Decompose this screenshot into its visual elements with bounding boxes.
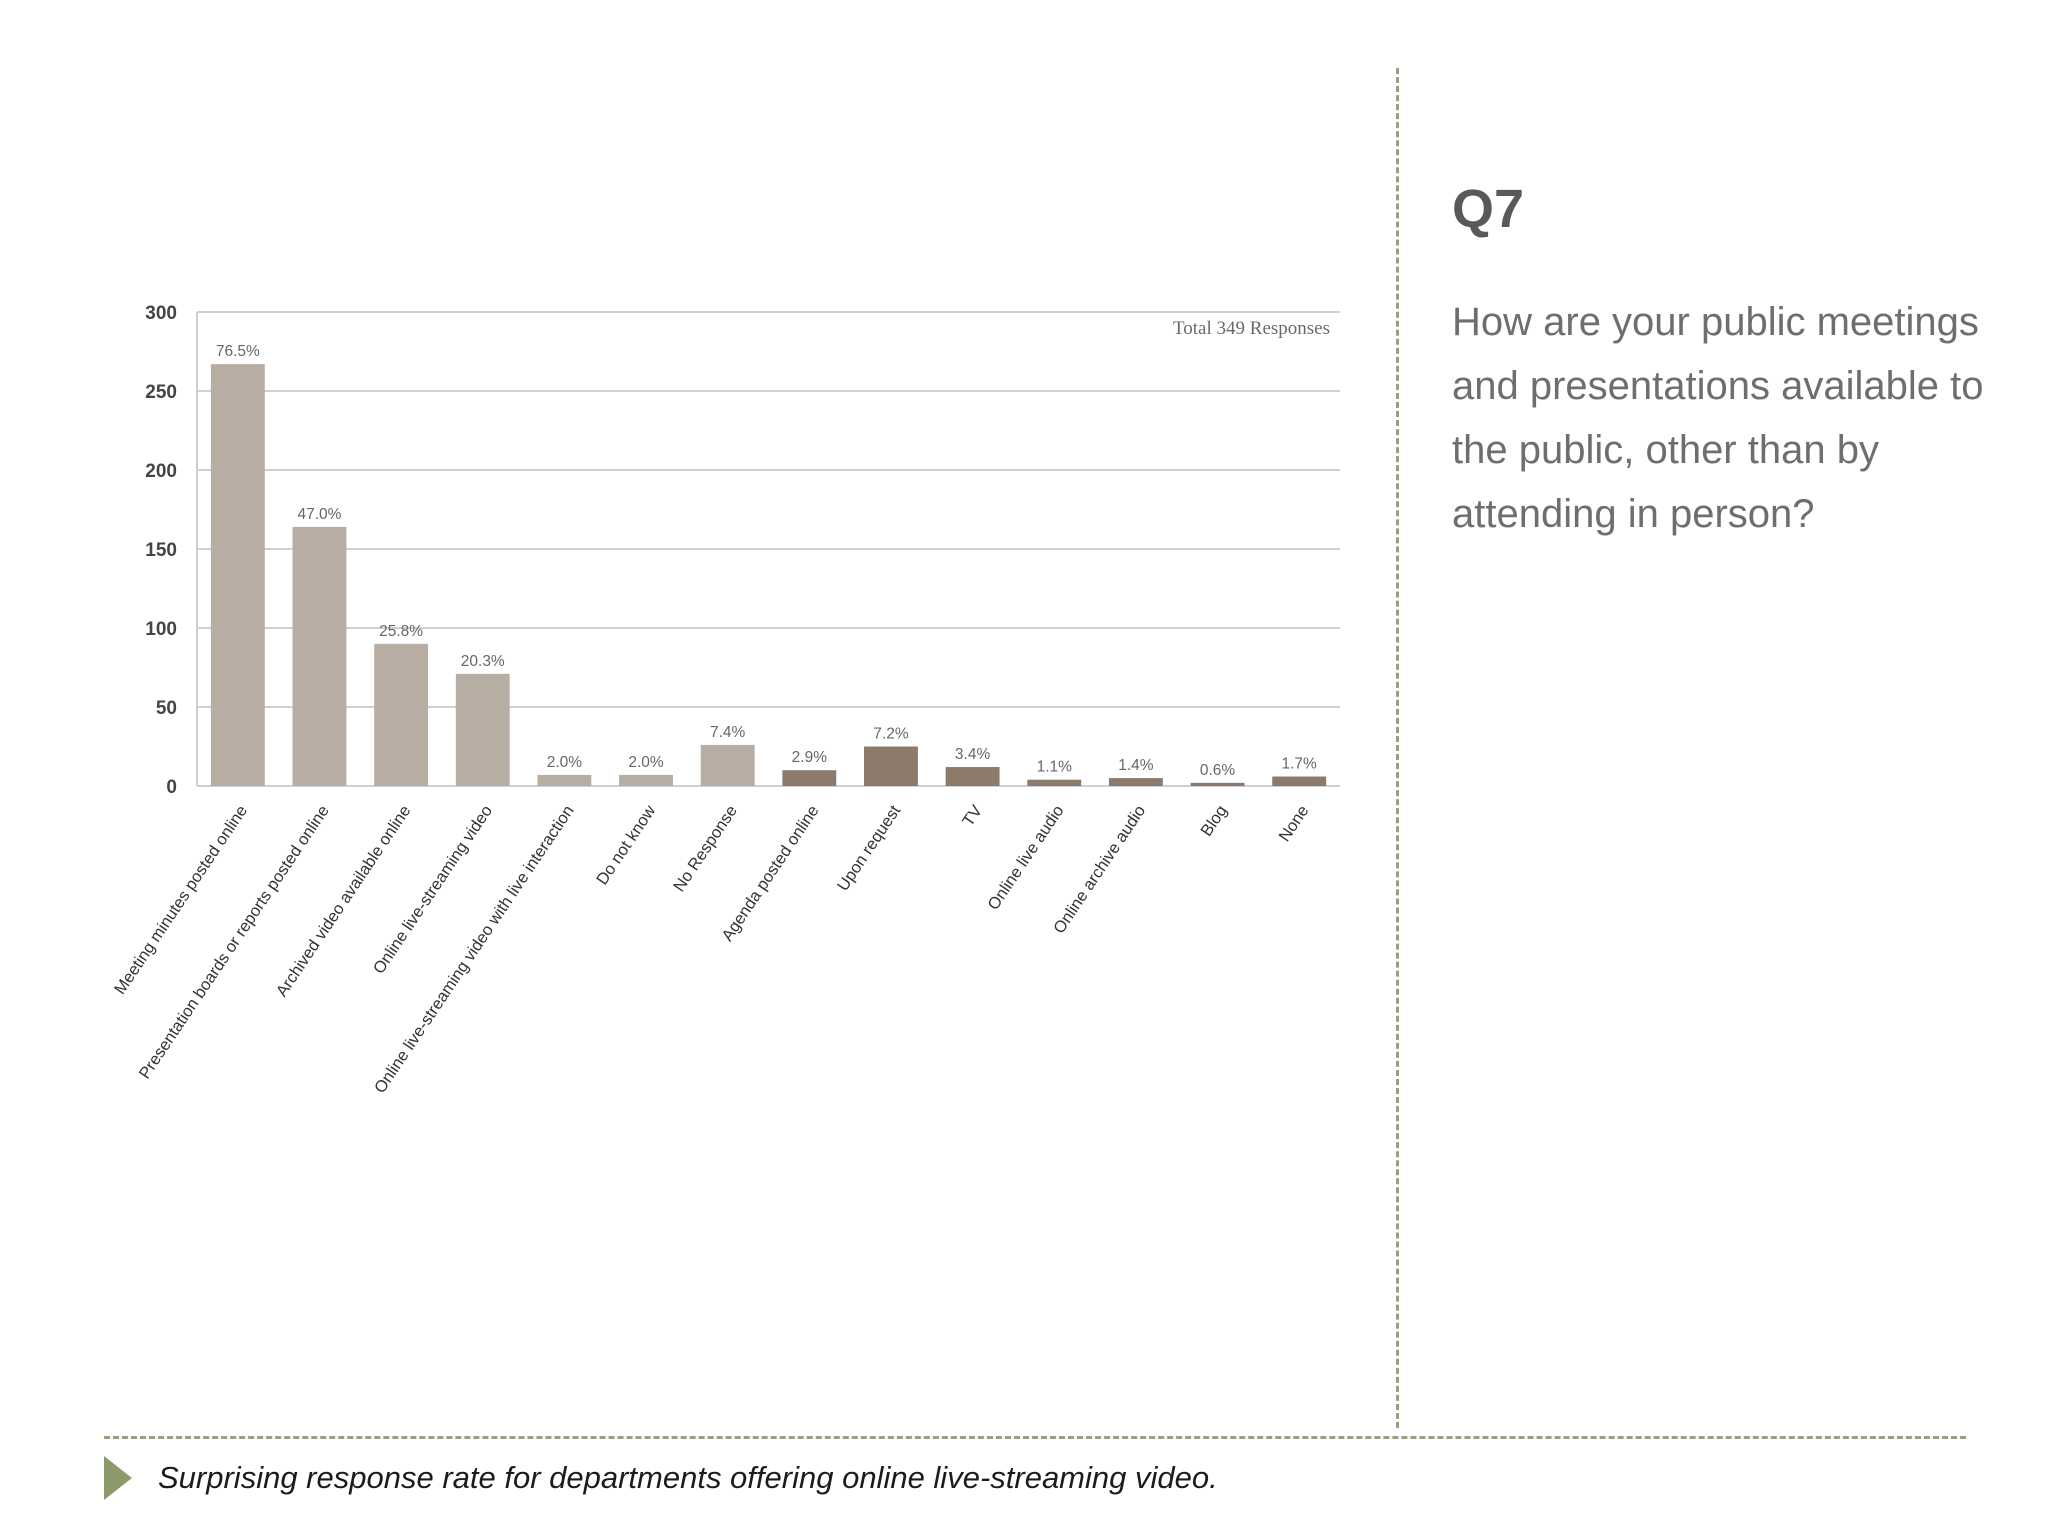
bar bbox=[864, 746, 918, 786]
y-tick-label: 50 bbox=[156, 698, 177, 719]
bar bbox=[1027, 779, 1082, 786]
bar bbox=[210, 364, 265, 786]
bar bbox=[619, 774, 673, 786]
bar bbox=[1272, 776, 1327, 786]
bar-chart: 0 50 100 150 200 250 300 76.5% 47.0% 25.8% 20.3% 2… bbox=[111, 303, 1340, 1097]
y-tick-label: 200 bbox=[145, 461, 177, 482]
y-axis-ticks: 0 50 100 150 200 250 300 bbox=[145, 303, 177, 798]
y-tick-label: 0 bbox=[166, 777, 177, 798]
category-label: Blog bbox=[1197, 802, 1230, 839]
bar bbox=[374, 643, 429, 786]
category-labels: Meeting minutes posted onlinePresentatio… bbox=[111, 802, 1312, 1097]
vertical-divider bbox=[1396, 68, 1399, 1428]
bar bbox=[700, 744, 755, 786]
bar bbox=[292, 526, 347, 786]
bar bbox=[1108, 778, 1163, 786]
y-tick-label: 100 bbox=[145, 619, 177, 640]
y-tick-label: 300 bbox=[145, 303, 177, 324]
bars bbox=[210, 364, 1327, 786]
category-label: Meeting minutes posted online bbox=[111, 802, 251, 998]
bar bbox=[1190, 782, 1245, 786]
category-label: Presentation boards or reports posted on… bbox=[136, 802, 333, 1082]
category-label: No Response bbox=[670, 802, 741, 895]
category-label: Do not know bbox=[593, 802, 659, 888]
data-label: 1.7% bbox=[1282, 756, 1318, 773]
category-label: Agenda posted online bbox=[718, 802, 822, 944]
data-label: 1.1% bbox=[1037, 759, 1073, 776]
data-label: 7.4% bbox=[710, 724, 746, 741]
chart-svg: 0 50 100 150 200 250 300 76.5% 47.0% 25.8% 20.3% 2… bbox=[111, 303, 1340, 1097]
data-label: 0.6% bbox=[1200, 762, 1236, 779]
triangle-bullet-icon bbox=[104, 1456, 132, 1500]
y-tick-label: 150 bbox=[145, 540, 177, 561]
bar bbox=[945, 767, 1000, 786]
total-responses-note: Total 349 Responses bbox=[1173, 318, 1330, 339]
data-label: 7.2% bbox=[873, 726, 909, 743]
data-labels: 76.5% 47.0% 25.8% 20.3% 2.0% 2.0% 7.4% 2.9% 7.2%… bbox=[216, 343, 1317, 779]
y-tick-label: 250 bbox=[145, 382, 177, 403]
data-label: 2.9% bbox=[792, 749, 828, 766]
category-label: Upon request bbox=[834, 802, 905, 895]
data-label: 47.0% bbox=[297, 506, 341, 523]
data-label: 2.0% bbox=[547, 754, 583, 771]
footer-note: Surprising response rate for departments… bbox=[158, 1460, 1218, 1495]
bar bbox=[782, 770, 837, 786]
data-label: 3.4% bbox=[955, 746, 991, 763]
horizontal-divider bbox=[104, 1436, 1966, 1439]
bar bbox=[455, 673, 510, 786]
category-label: None bbox=[1276, 802, 1313, 845]
data-label: 25.8% bbox=[379, 623, 423, 640]
data-label: 2.0% bbox=[628, 754, 664, 771]
category-label: Archived video available online bbox=[273, 802, 415, 1000]
bar bbox=[537, 774, 592, 786]
category-label: TV bbox=[959, 802, 986, 830]
grid-lines bbox=[196, 311, 1340, 787]
question-number: Q7 bbox=[1452, 179, 1525, 239]
category-label: Online archive audio bbox=[1050, 802, 1149, 937]
data-label: 20.3% bbox=[461, 653, 505, 670]
data-label: 1.4% bbox=[1118, 757, 1154, 774]
data-label: 76.5% bbox=[216, 343, 260, 360]
category-label: Online live audio bbox=[984, 802, 1067, 913]
question-text: How are your public meetings and present… bbox=[1452, 300, 1984, 536]
